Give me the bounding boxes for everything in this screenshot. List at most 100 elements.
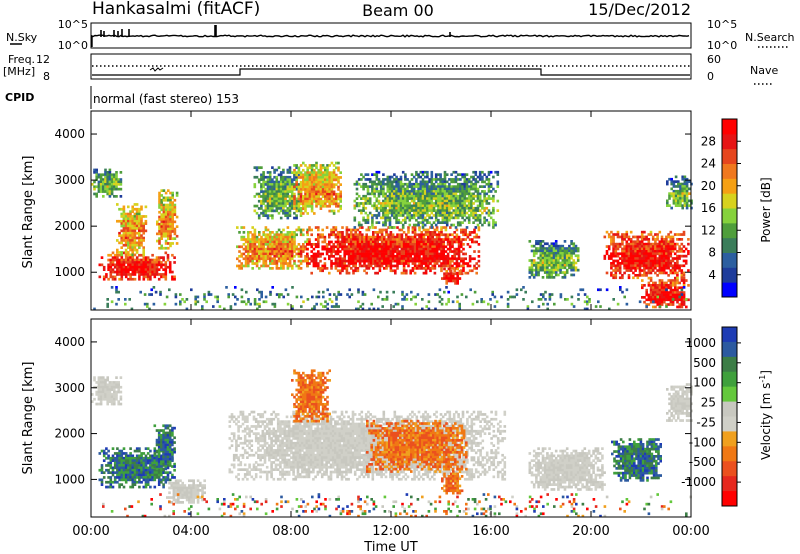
echo-cell: [537, 266, 540, 270]
echo-cell: [255, 255, 259, 258]
echo-cell: [430, 211, 434, 215]
echo-cell: [629, 240, 633, 244]
echo-cell: [647, 250, 651, 253]
echo-cell: [358, 245, 362, 249]
echo-cell: [302, 183, 305, 186]
echo-cell: [242, 252, 246, 256]
echo-cell: [293, 185, 296, 189]
echo-cell: [463, 206, 467, 210]
echo-cell: [378, 250, 382, 253]
echo-cell: [481, 180, 484, 184]
echo-cell: [489, 185, 493, 188]
echo-cell: [119, 183, 123, 186]
echo-cell: [116, 253, 119, 257]
echo-cell: [335, 183, 338, 186]
echo-cell: [280, 243, 283, 246]
echo-cell: [339, 235, 342, 239]
echo-cell: [483, 221, 486, 224]
echo-cell: [494, 223, 497, 227]
echo-cell: [550, 264, 554, 267]
echo-cell: [155, 263, 159, 267]
echo-cell: [242, 264, 246, 268]
echo-cell: [433, 267, 437, 270]
echo-cell: [236, 257, 239, 261]
echo-cell: [133, 203, 137, 206]
echo-cell: [396, 252, 399, 256]
echo-cell: [456, 173, 460, 176]
echo-cell: [424, 264, 428, 268]
echo-cell: [667, 252, 670, 256]
echo-cell: [554, 273, 558, 277]
echo-cell: [561, 259, 565, 262]
echo-cell: [451, 240, 454, 244]
echo-cell: [452, 277, 455, 280]
echo-cell: [138, 258, 141, 262]
echo-cell: [459, 202, 462, 205]
echo-cell: [282, 262, 285, 265]
echo-cell: [671, 245, 675, 248]
echo-cell: [465, 173, 469, 176]
echo-cell: [428, 206, 431, 210]
echo-cell: [158, 237, 161, 240]
echo-cell: [467, 192, 471, 196]
echo-cell: [397, 209, 401, 212]
echo-cell: [678, 293, 681, 297]
echo-cell: [166, 253, 170, 257]
echo-cell: [688, 180, 691, 183]
echo-cell: [304, 245, 307, 249]
echo-cell: [677, 182, 680, 186]
echo-cell: [361, 250, 364, 253]
echo-cell: [266, 197, 270, 201]
echo-cell: [275, 195, 279, 198]
echo-cell: [353, 206, 357, 210]
echo-cell: [399, 182, 403, 186]
echo-cell: [325, 243, 329, 246]
echo-cell: [638, 250, 642, 253]
echo-cell: [266, 190, 270, 193]
echo-cell: [317, 176, 320, 179]
echo-cell: [162, 198, 166, 202]
echo-cell: [317, 180, 320, 184]
echo-cell: [405, 255, 408, 258]
echo-cell: [324, 176, 327, 179]
echo-cell: [404, 209, 407, 212]
echo-cell: [621, 233, 624, 236]
echo-cell: [138, 263, 141, 267]
echo-cell: [106, 180, 109, 184]
echo-cell: [365, 243, 368, 246]
echo-cell: [372, 238, 375, 241]
echo-cell: [312, 247, 316, 251]
echo-cell: [111, 277, 115, 281]
echo-cell: [144, 268, 148, 271]
echo-cell: [568, 244, 571, 248]
echo-cell: [454, 185, 458, 188]
echo-cell: [400, 271, 404, 275]
echo-cell: [319, 202, 323, 206]
echo-cell: [678, 305, 681, 309]
echo-cell: [669, 271, 673, 275]
echo-cell: [106, 171, 109, 174]
echo-cell: [437, 206, 440, 210]
echo-cell: [380, 250, 384, 253]
echo-cell: [336, 262, 340, 265]
echo-cell: [365, 250, 368, 253]
echo-cell: [368, 180, 372, 184]
echo-cell: [671, 250, 675, 253]
echo-cell: [299, 164, 303, 167]
echo-cell: [477, 259, 481, 263]
echo-cell: [146, 261, 150, 264]
echo-cell: [149, 265, 152, 269]
echo-cell: [445, 197, 449, 200]
echo-cell: [117, 180, 120, 184]
echo-cell: [452, 178, 456, 181]
echo-cell: [280, 255, 283, 258]
echo-cell: [390, 206, 394, 210]
echo-cell: [666, 199, 669, 203]
echo-cell: [405, 271, 408, 275]
echo-cell: [352, 264, 355, 268]
echo-cell: [122, 268, 126, 271]
echo-cell: [427, 243, 430, 246]
echo-cell: [446, 243, 450, 246]
echo-cell: [649, 291, 653, 294]
echo-cell: [684, 259, 688, 263]
